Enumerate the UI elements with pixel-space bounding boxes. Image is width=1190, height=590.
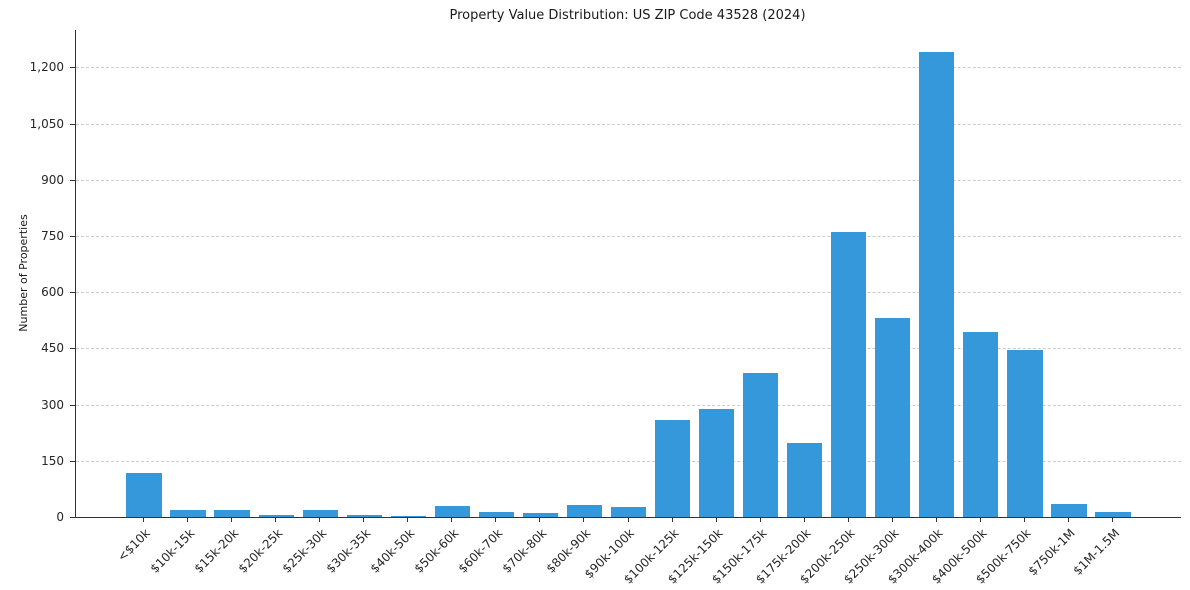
y-tick-mark bbox=[70, 404, 75, 406]
x-tick-label: $40k-50k bbox=[367, 526, 418, 576]
bar bbox=[1095, 512, 1131, 517]
bar bbox=[698, 409, 735, 517]
x-tick-label: $50k-60k bbox=[411, 526, 462, 576]
x-tick-mark bbox=[1112, 518, 1113, 522]
x-tick-mark bbox=[539, 518, 541, 522]
y-tick-mark bbox=[70, 179, 75, 181]
x-tick-mark bbox=[407, 518, 409, 522]
gridline bbox=[76, 67, 1181, 69]
y-tick-label: 600 bbox=[41, 285, 64, 300]
x-tick-label: $70k-80k bbox=[499, 526, 550, 576]
x-tick-mark bbox=[671, 518, 673, 522]
gridline bbox=[76, 348, 1181, 350]
x-tick-mark bbox=[715, 518, 717, 522]
x-tick-mark bbox=[803, 518, 805, 522]
x-tick-label: $25k-30k bbox=[279, 526, 330, 576]
y-tick-label: 0 bbox=[56, 510, 64, 524]
x-tick-label: $10k-15k bbox=[147, 526, 197, 576]
bar bbox=[831, 232, 867, 517]
bar bbox=[654, 419, 691, 517]
gridline bbox=[76, 236, 1181, 238]
x-tick-mark bbox=[231, 518, 233, 522]
x-tick-mark bbox=[275, 518, 277, 522]
bar bbox=[963, 331, 999, 517]
x-tick-label: <$10k bbox=[114, 526, 153, 565]
x-tick-mark bbox=[363, 518, 365, 522]
x-tick-mark bbox=[319, 518, 321, 522]
x-tick-mark bbox=[847, 518, 849, 522]
bar bbox=[919, 52, 955, 517]
x-tick-label: $30k-35k bbox=[323, 526, 374, 576]
y-tick-label: 750 bbox=[41, 229, 64, 244]
gridline bbox=[76, 292, 1181, 294]
x-tick-label: $750k-1M bbox=[1025, 526, 1078, 579]
bar bbox=[522, 512, 559, 517]
plot-area bbox=[75, 30, 1181, 518]
x-tick-label: $15k-20k bbox=[191, 526, 241, 576]
bar bbox=[170, 509, 206, 517]
y-tick-mark bbox=[70, 348, 75, 350]
x-tick-mark bbox=[583, 518, 585, 522]
gridline bbox=[76, 460, 1181, 462]
x-tick-label: $60k-70k bbox=[455, 526, 506, 576]
x-tick-mark bbox=[143, 518, 144, 522]
y-tick-label: 1,200 bbox=[29, 60, 64, 75]
x-tick-mark bbox=[495, 518, 497, 522]
chart-title: Property Value Distribution: US ZIP Code… bbox=[449, 8, 806, 23]
y-tick-label: 150 bbox=[41, 453, 64, 468]
gridline bbox=[76, 404, 1181, 406]
y-tick-mark bbox=[70, 292, 75, 294]
x-tick-mark bbox=[935, 518, 937, 522]
bar bbox=[346, 515, 382, 517]
x-tick-mark bbox=[759, 518, 761, 522]
y-tick-mark bbox=[70, 236, 75, 238]
x-tick-label: $1M-1.5M bbox=[1070, 526, 1122, 578]
bar bbox=[478, 512, 514, 517]
x-tick-label: $20k-25k bbox=[235, 526, 286, 576]
y-tick-label: 450 bbox=[41, 341, 64, 356]
y-tick-mark bbox=[70, 460, 75, 462]
bar bbox=[214, 510, 250, 517]
y-tick-label: 1,050 bbox=[29, 116, 64, 131]
bar bbox=[434, 505, 470, 517]
y-tick-label: 300 bbox=[41, 397, 64, 412]
x-tick-mark bbox=[979, 518, 981, 522]
gridline bbox=[76, 179, 1181, 181]
x-tick-mark bbox=[1067, 518, 1069, 522]
bar bbox=[1051, 503, 1087, 517]
bar bbox=[787, 443, 823, 517]
x-tick-mark bbox=[187, 518, 189, 522]
y-tick-mark bbox=[70, 123, 75, 125]
bar bbox=[566, 505, 603, 517]
x-tick-mark bbox=[451, 518, 453, 522]
bar bbox=[302, 510, 338, 517]
x-tick-mark bbox=[891, 518, 893, 522]
bar bbox=[1007, 350, 1043, 517]
x-tick-mark bbox=[627, 518, 629, 522]
bar bbox=[610, 506, 647, 517]
y-tick-mark bbox=[70, 517, 75, 518]
bar bbox=[390, 516, 426, 517]
y-tick-label: 900 bbox=[41, 172, 64, 187]
bar bbox=[258, 514, 294, 517]
gridline bbox=[76, 123, 1181, 125]
y-tick-mark bbox=[70, 67, 75, 69]
bar bbox=[126, 472, 162, 517]
x-tick-mark bbox=[1023, 518, 1025, 522]
bar bbox=[743, 372, 779, 517]
bar bbox=[875, 318, 911, 517]
